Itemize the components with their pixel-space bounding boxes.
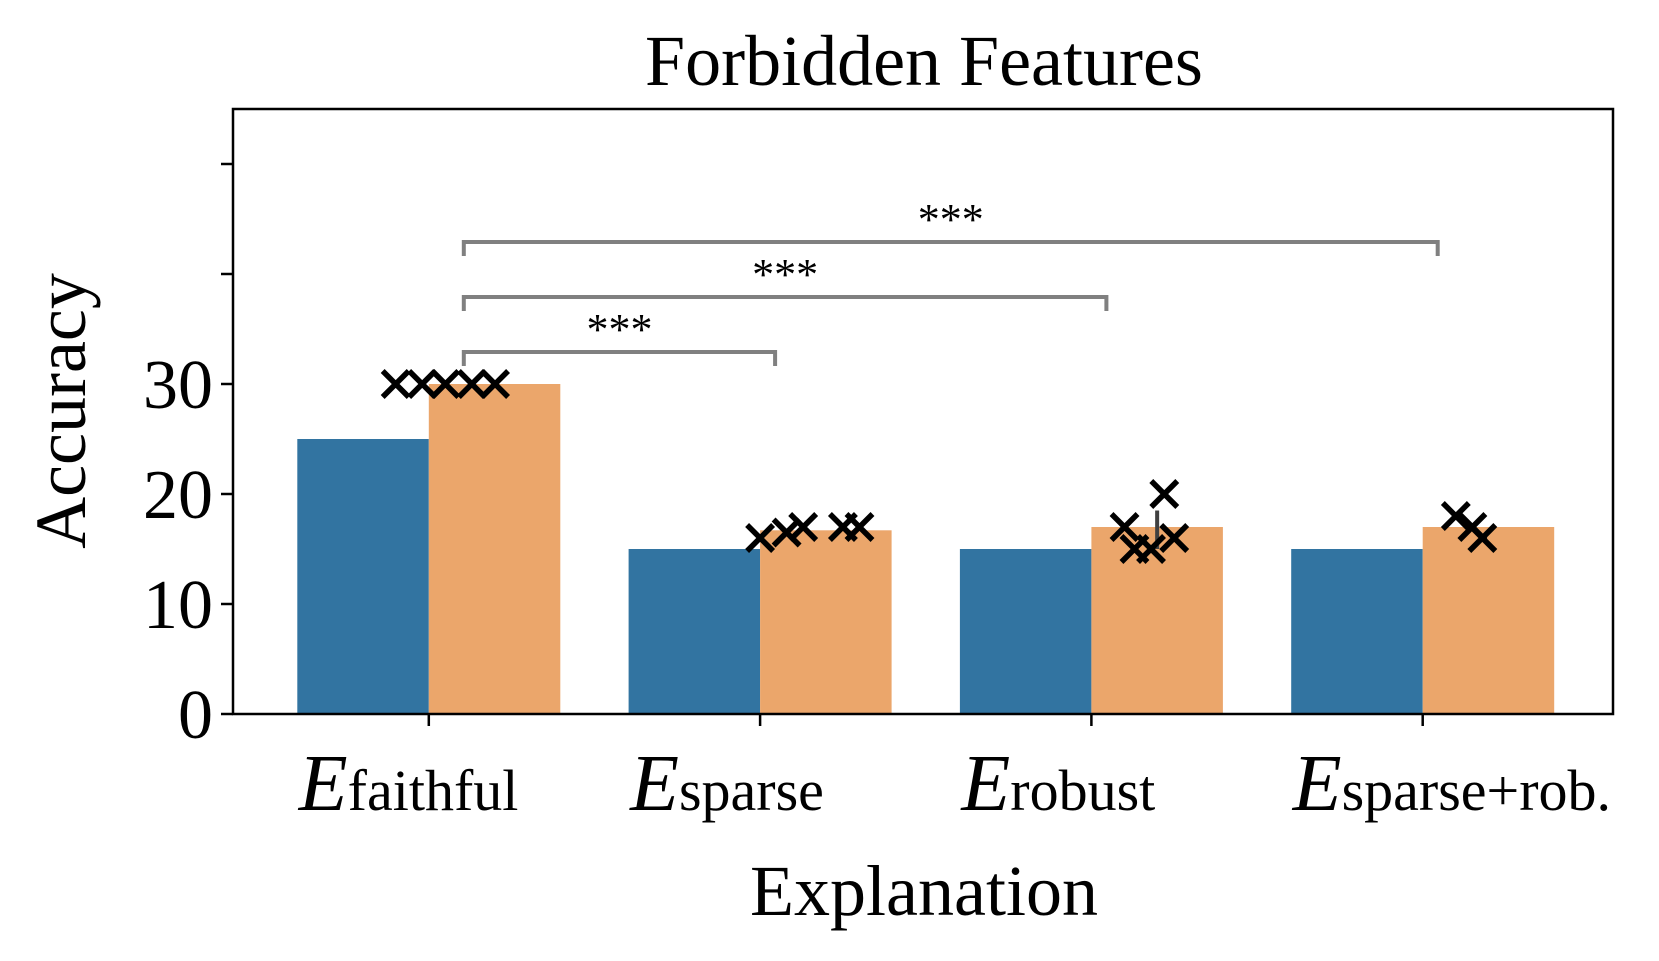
significance-label: *** [752, 250, 818, 299]
data-point-marker [430, 369, 461, 399]
y-axis-title: Accuracy [21, 273, 101, 549]
chart-title: Forbidden Features [645, 21, 1203, 101]
data-point-marker [788, 512, 819, 542]
bar [297, 439, 429, 714]
data-point-marker [380, 369, 411, 399]
x-tick-label: Esparse [629, 740, 824, 828]
y-tick-label: 10 [143, 567, 213, 644]
data-point-marker [771, 517, 802, 548]
significance-label: *** [918, 195, 984, 244]
bar [959, 549, 1092, 714]
data-point-marker [1159, 523, 1190, 553]
data-point-marker [407, 369, 438, 399]
significance-bracket [461, 295, 1109, 311]
data-point-marker [1109, 512, 1140, 542]
plot-area: *** *** *** 0 10 20 30 Efaithful Esparse Erobust E… [143, 162, 1611, 828]
x-axis-title: Explanation [750, 851, 1098, 931]
significance-bracket [461, 350, 778, 366]
x-tick-label: Erobust [960, 740, 1155, 828]
y-tick-label: 0 [178, 677, 213, 754]
bar [1422, 527, 1555, 714]
data-point-marker [1136, 534, 1166, 564]
data-point-marker [480, 369, 511, 399]
data-point-marker [844, 512, 875, 542]
bar [628, 549, 761, 714]
y-tick-label: 30 [143, 347, 213, 424]
y-tick-label: 20 [143, 457, 213, 534]
x-tick-label: Efaithful [298, 740, 519, 828]
data-point-marker [745, 523, 776, 553]
significance-label: *** [586, 305, 652, 354]
significance-bracket [461, 240, 1440, 256]
bar [428, 384, 561, 714]
plot-frame [231, 107, 1615, 716]
x-tick-label: Esparse+rob. [1292, 740, 1611, 828]
bar [1291, 549, 1423, 714]
data-point-marker [1149, 479, 1180, 509]
data-point-marker [1440, 501, 1471, 531]
bar [760, 530, 892, 714]
data-point-marker [456, 369, 487, 399]
data-point-marker [1467, 523, 1498, 553]
